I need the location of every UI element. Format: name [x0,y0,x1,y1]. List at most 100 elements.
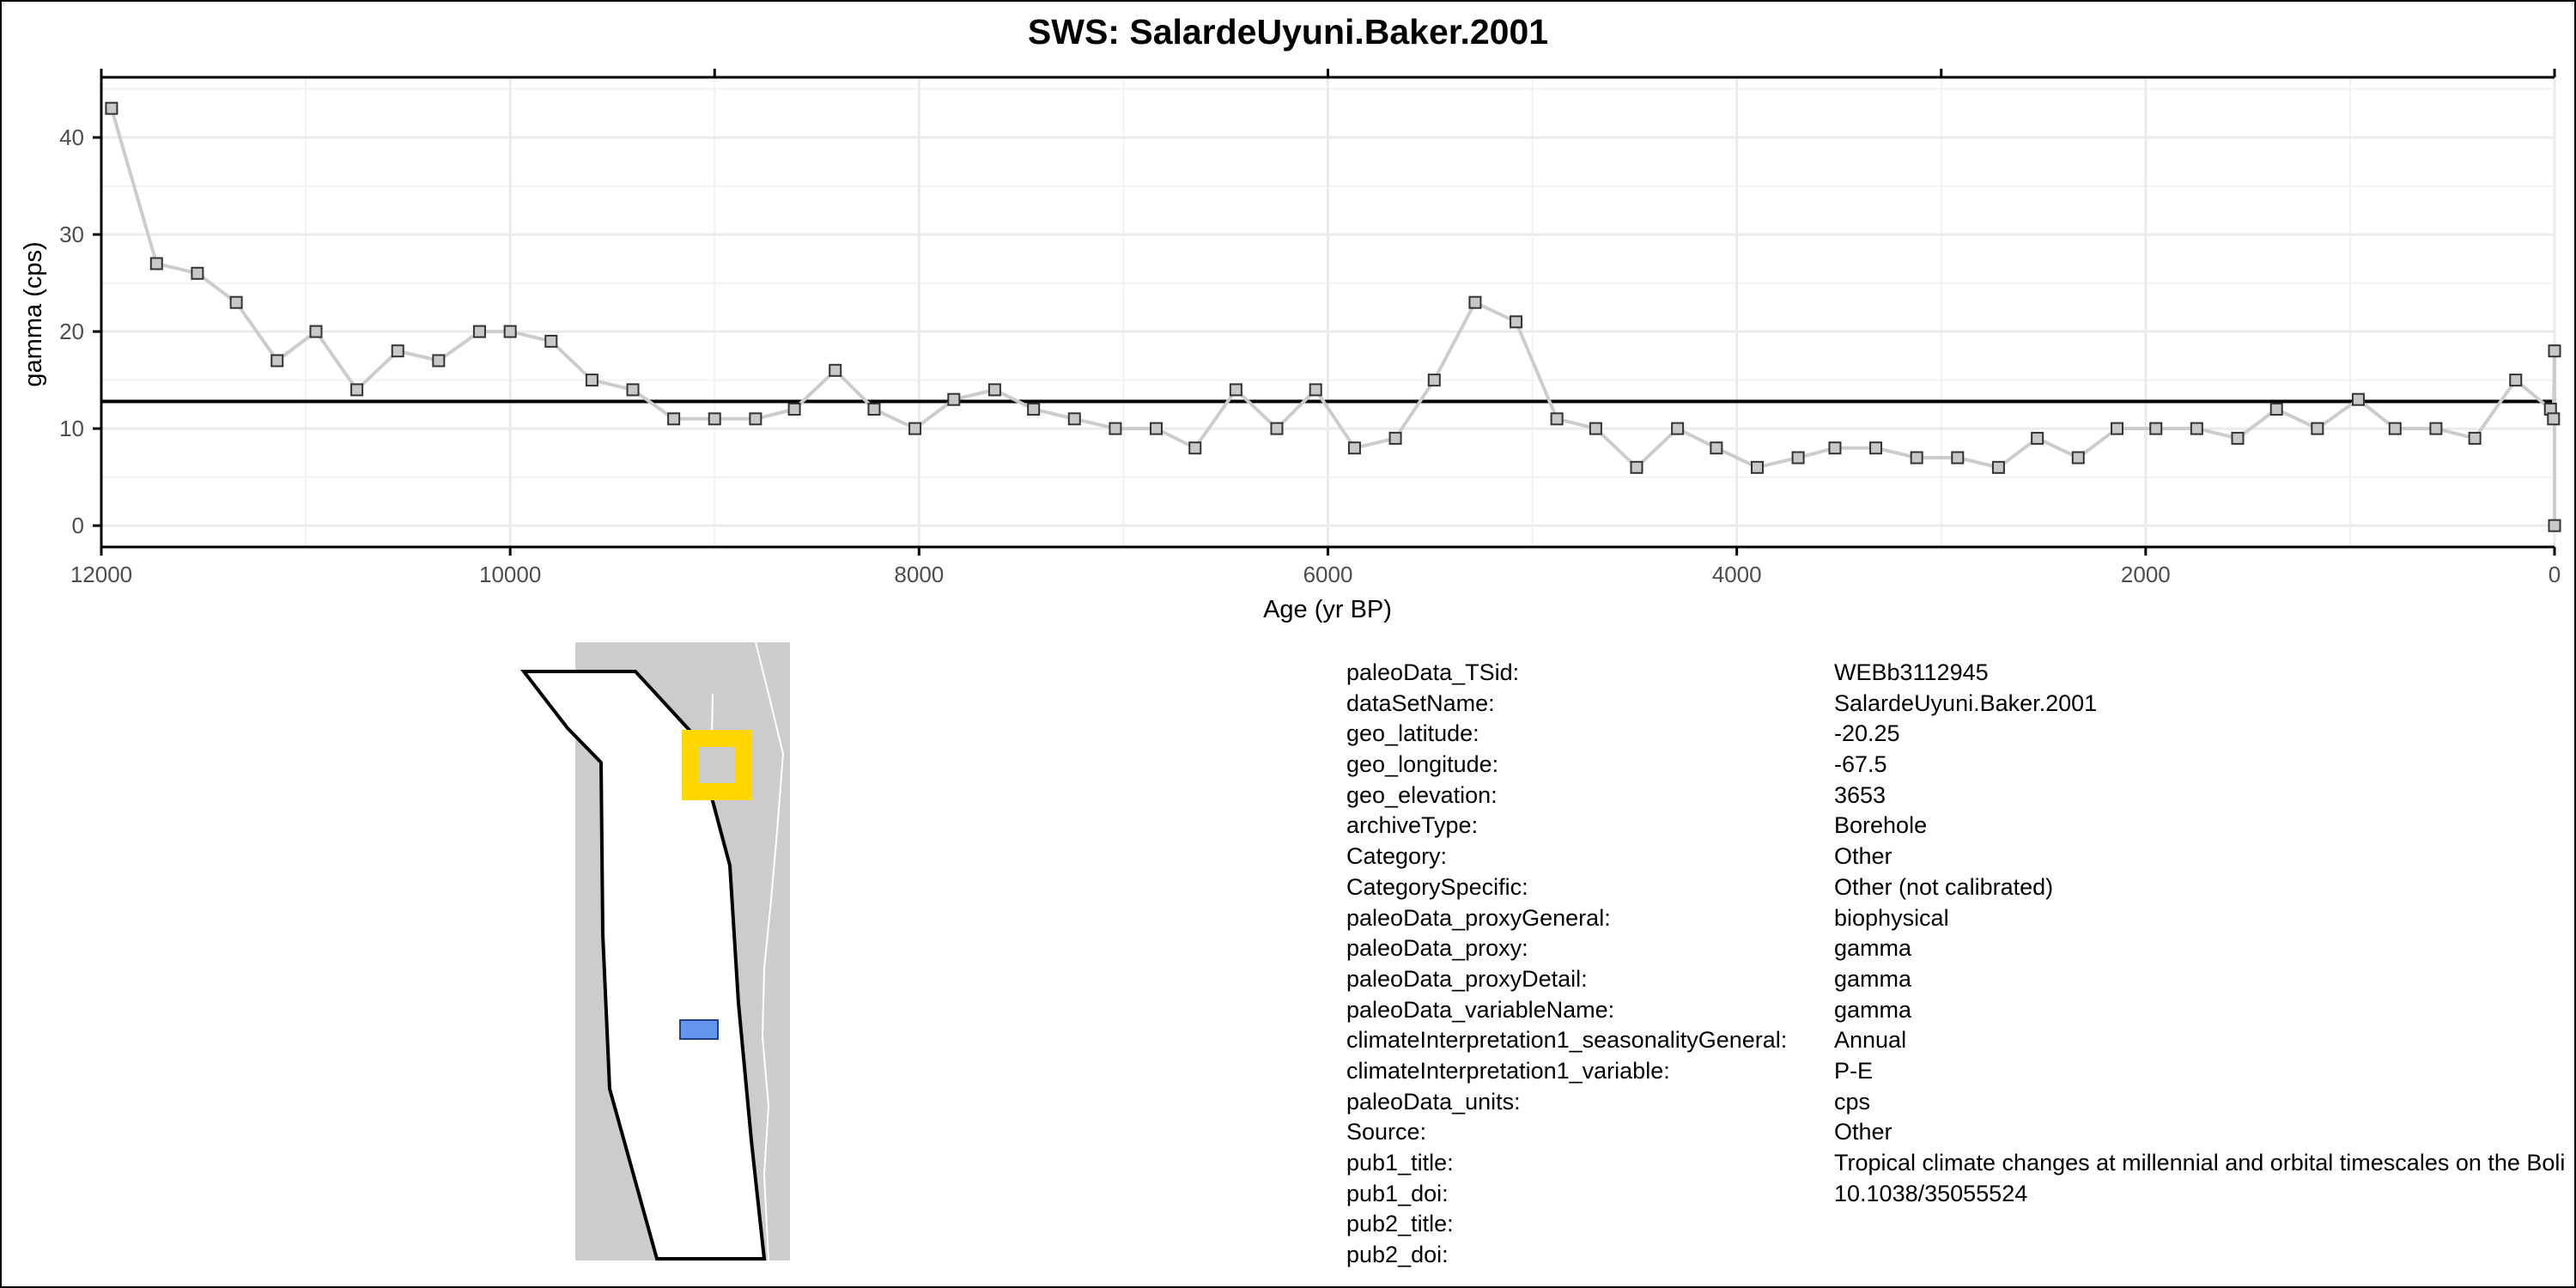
data-point [1150,422,1163,435]
data-point [1388,431,1402,445]
chart-title: SWS: SalardeUyuni.Baker.2001 [1027,12,1549,52]
data-point [2429,422,2443,435]
data-point [1671,422,1685,435]
data-point [1188,441,1202,455]
timeseries-chart: 12000 10000 8000 6000 4000 2000 0 0 10 20 30 40 Ag… [20,69,2561,623]
metadata-key: geo_latitude: [1346,720,1479,747]
data-point [1589,422,1602,435]
data-point [708,412,721,426]
metadata-row: paleoData_TSid: WEBb3112945 [1346,659,2566,690]
x-axis-label: Age (yr BP) [1263,596,1392,623]
metadata-value: Borehole [1834,812,1928,839]
metadata-row: pub1_doi: 10.1038/35055524 [1346,1181,2566,1212]
data-point [1869,441,1883,455]
metadata-value: P-E [1834,1057,1874,1084]
metadata-value: -20.25 [1834,720,1900,747]
x-tick-label: 2000 [2121,562,2171,587]
data-point [2031,431,2044,445]
data-point [1910,451,1923,465]
metadata-value: biophysical [1834,904,1949,931]
metadata-row: geo_longitude: -67.5 [1346,751,2566,782]
data-point [1630,460,1643,474]
metadata-key: paleoData_proxy: [1346,935,1528,962]
data-point [1309,383,1322,397]
data-point [309,325,323,338]
data-point [105,101,118,115]
metadata-row: pub1_title: Tropical climate changes at m… [1346,1150,2566,1181]
metadata-key: CategorySpecific: [1346,873,1528,900]
data-point [987,383,1001,397]
data-point [1027,403,1041,416]
metadata-row: Source: Other [1346,1119,2566,1150]
data-point [626,383,640,397]
data-point [947,392,961,406]
metadata-value: 10.1038/35055524 [1834,1180,2028,1206]
metadata-row: paleoData_units: cps [1346,1089,2566,1120]
data-point [1229,383,1242,397]
metadata-key: pub1_title: [1346,1150,1454,1176]
metadata-key: paleoData_units: [1346,1088,1521,1115]
data-point [867,403,881,416]
metadata-key: paleoData_proxyGeneral: [1346,904,1611,931]
metadata-value: WEBb3112945 [1834,659,1989,685]
metadata-key: climateInterpretation1_seasonalityGenera… [1346,1027,1788,1054]
data-point [1710,441,1723,455]
metadata-key: Source: [1346,1119,1427,1145]
data-point [544,334,558,348]
x-tick-label: 12000 [70,562,132,587]
metadata-row: dataSetName: SalardeUyuni.Baker.2001 [1346,690,2566,721]
data-point [2231,431,2245,445]
metadata-row: CategorySpecific: Other (not calibrated) [1346,874,2566,905]
metadata-value: Annual [1834,1027,1907,1054]
y-tick-labels: 0 10 20 30 40 [59,125,84,538]
data-point [1991,460,2005,474]
metadata-value: -67.5 [1834,751,1887,778]
data-point [2509,374,2523,387]
data-point [829,363,842,377]
data-point [1067,412,1081,426]
data-point [1427,374,1441,387]
metadata-row: paleoData_variableName: gamma [1346,997,2566,1028]
data-point [585,374,598,387]
metadata-value: gamma [1834,965,1912,992]
metadata-value: Tropical climate changes at millennial a… [1834,1150,2566,1176]
data-point [149,257,163,270]
data-point [1109,422,1122,435]
data-point [1828,441,1842,455]
metadata-row: pub2_title: [1346,1211,2566,1242]
metadata-row: Category: Other [1346,843,2566,874]
metadata-key: pub1_doi: [1346,1180,1449,1206]
metadata-table: paleoData_TSid: WEBb3112945 dataSetName: Sa… [1346,659,2566,1273]
data-point [2548,519,2561,532]
metadata-value: SalardeUyuni.Baker.2001 [1834,690,2098,716]
series-line [109,107,2556,526]
y-tick-label: 0 [72,513,84,538]
x-tick-label: 6000 [1303,562,1353,587]
data-point [2388,422,2402,435]
metadata-row: pub2_doi: [1346,1242,2566,1273]
data-point [2311,422,2324,435]
data-point [1270,422,1284,435]
data-point [1550,412,1564,426]
metadata-key: dataSetName: [1346,690,1495,716]
metadata-key: paleoData_TSid: [1346,659,1520,685]
data-point [1510,315,1523,329]
data-point [1347,441,1361,455]
metadata-key: pub2_doi: [1346,1242,1449,1268]
data-point [787,403,801,416]
metadata-value: Other (not calibrated) [1834,873,2054,900]
data-point [908,422,922,435]
data-point [667,412,681,426]
metadata-key: Category: [1346,843,1448,870]
y-axis-label: gamma (cps) [20,241,47,386]
data-point [270,354,284,368]
data-point [191,266,204,280]
metadata-key: paleoData_variableName: [1346,996,1615,1023]
x-tick-labels: 12000 10000 8000 6000 4000 2000 0 [70,562,2561,587]
data-points [105,101,2561,532]
location-map [481,641,790,1261]
metadata-key: archiveType: [1346,812,1479,839]
metadata-key: geo_elevation: [1346,781,1498,808]
site-marker-icon [682,730,752,800]
